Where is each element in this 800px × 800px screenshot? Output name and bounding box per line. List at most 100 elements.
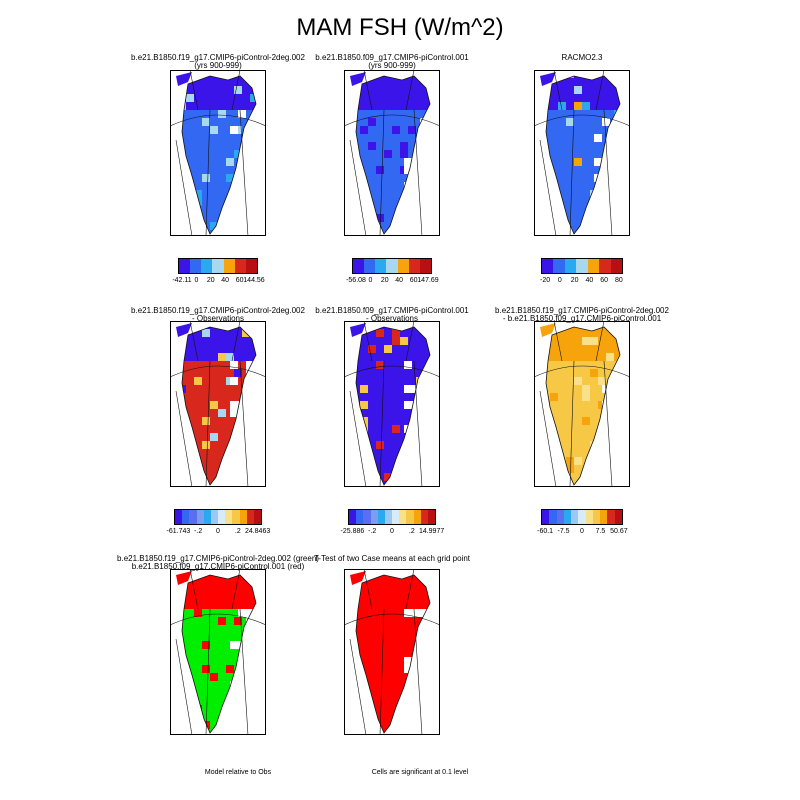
- map-relative: [170, 569, 266, 735]
- panel-title-case1: b.e21.B1850.f19_g17.CMIP6-piControl-2deg…: [58, 54, 378, 70]
- colorbar-swatch: [408, 259, 420, 273]
- colorbar-diffcase: [541, 509, 623, 525]
- map-plot-case1: [170, 70, 266, 236]
- colorbar-tick-label: 24.8463: [244, 528, 271, 535]
- panel-title-case2: b.e21.B1850.f09_g17.CMIP6-piControl.001(…: [232, 54, 552, 70]
- colorbar-tick-label: 80: [614, 277, 623, 284]
- colorbar-tick-label: 40: [395, 277, 404, 284]
- colorbar-swatch: [212, 259, 224, 273]
- colorbar-swatch: [406, 510, 414, 524]
- figure-title: MAM FSH (W/m^2): [296, 14, 504, 41]
- panel-title-diff1: b.e21.B1850.f19_g17.CMIP6-piControl-2deg…: [58, 307, 378, 323]
- colorbar-tick-label: .2: [408, 528, 415, 535]
- map-case2: [344, 70, 440, 236]
- colorbar-diff1: [174, 509, 262, 525]
- colorbar-case2: [352, 258, 432, 274]
- colorbar-tick-label: -56.08: [346, 277, 366, 284]
- panel-title-line2: (yrs 900-999): [368, 61, 416, 70]
- colorbar-tick-label: 40: [585, 277, 594, 284]
- map-plot-diff1: [170, 321, 266, 487]
- colorbar-tick-label: 144.56: [243, 277, 265, 284]
- panel-title-line1: b.e21.B1850.f09_g17.CMIP6-piControl.001: [315, 306, 469, 315]
- colorbar-swatch: [392, 510, 400, 524]
- colorbar-tick-label: 60: [600, 277, 609, 284]
- map-diff1: [170, 321, 266, 487]
- colorbar-tick-label: 7.5: [595, 528, 606, 535]
- colorbar-tick-label: 20: [206, 277, 215, 284]
- colorbar-swatch: [234, 259, 246, 273]
- colorbar-swatch: [419, 259, 431, 273]
- panel-title-line1: b.e21.B1850.f19_g17.CMIP6-piControl-2deg…: [131, 306, 305, 315]
- colorbar-tick-label: 0: [390, 528, 394, 535]
- panel-title-line1: b.e21.B1850.f09_g17.CMIP6-piControl.001: [315, 53, 469, 62]
- colorbar-swatch: [245, 259, 257, 273]
- colorbar-swatch: [377, 510, 385, 524]
- colorbar-tick-label: 20: [380, 277, 389, 284]
- panel-title-line2: - Observations: [365, 314, 419, 323]
- colorbar-swatch: [232, 510, 240, 524]
- colorbar-swatch: [375, 259, 387, 273]
- colorbar-tick-label: -7.5: [557, 528, 570, 535]
- panel-note-ttest: Cells are significant at 0.1 level: [371, 769, 469, 776]
- panel-title-diff2: b.e21.B1850.f09_g17.CMIP6-piControl.001-…: [232, 307, 552, 323]
- panel-title-line2: b.e21.B1850.f09_g17.CMIP6-piControl.001 …: [131, 562, 305, 571]
- map-plot-relative: [170, 569, 266, 735]
- colorbar-swatch: [370, 510, 378, 524]
- colorbar-diff2: [348, 509, 436, 525]
- map-plot-diff2: [344, 321, 440, 487]
- map-diffcase: [534, 321, 630, 487]
- colorbar-swatch: [190, 259, 202, 273]
- colorbar-swatch: [427, 510, 436, 524]
- colorbar-swatch: [399, 510, 407, 524]
- colorbar-swatch: [182, 510, 190, 524]
- colorbar-tick-label: 147.69: [417, 277, 439, 284]
- colorbar-swatch: [386, 259, 398, 273]
- colorbar-obs: [541, 258, 623, 274]
- colorbar-tick-label: -61.743: [166, 528, 191, 535]
- colorbar-tick-label: 40: [221, 277, 230, 284]
- colorbar-swatch: [175, 510, 183, 524]
- map-plot-obs: [534, 70, 630, 236]
- colorbar-tick-label: 20: [570, 277, 579, 284]
- panel-title-ttest: T-Test of two Case means at each grid po…: [232, 555, 552, 563]
- colorbar-swatch: [614, 510, 622, 524]
- colorbar-swatch: [189, 510, 197, 524]
- colorbar-swatch: [253, 510, 262, 524]
- colorbar-tick-label: -.2: [368, 528, 377, 535]
- colorbar-swatch: [223, 259, 235, 273]
- colorbar-swatch: [542, 510, 550, 524]
- colorbar-swatch: [356, 510, 364, 524]
- colorbar-tick-label: 60: [235, 277, 244, 284]
- panel-title-line2: - b.e21.B1850.f09_g17.CMIP6-piControl.00…: [502, 314, 662, 323]
- colorbar-swatch: [203, 510, 211, 524]
- colorbar-tick-label: 50.67: [610, 528, 628, 535]
- panel-title-line2: (yrs 900-999): [194, 61, 242, 70]
- colorbar-swatch: [364, 259, 376, 273]
- colorbar-swatch: [246, 510, 254, 524]
- map-plot-diffcase: [534, 321, 630, 487]
- colorbar-swatch: [349, 510, 357, 524]
- colorbar-swatch: [201, 259, 213, 273]
- panel-title-line1: T-Test of two Case means at each grid po…: [313, 554, 471, 563]
- colorbar-swatch: [420, 510, 428, 524]
- colorbar-tick-label: -25.886: [340, 528, 365, 535]
- colorbar-swatch: [585, 510, 593, 524]
- colorbar-swatch: [610, 259, 622, 273]
- colorbar-tick-label: 0: [216, 528, 220, 535]
- colorbar-tick-label: 0: [580, 528, 584, 535]
- map-plot-ttest: [344, 569, 440, 735]
- colorbar-tick-label: -.2: [194, 528, 203, 535]
- colorbar-tick-label: 0: [557, 277, 562, 284]
- colorbar-swatch: [353, 259, 365, 273]
- panel-note-relative: Model relative to Obs: [204, 769, 272, 776]
- colorbar-swatch: [556, 510, 564, 524]
- map-case1: [170, 70, 266, 236]
- colorbar-swatch: [239, 510, 247, 524]
- panel-title-line1: RACMO2.3: [561, 53, 603, 62]
- map-ttest: [344, 569, 440, 735]
- colorbar-swatch: [599, 259, 611, 273]
- colorbar-tick-label: 0: [194, 277, 199, 284]
- panel-title-obs: RACMO2.3: [422, 54, 742, 62]
- map-plot-case2: [344, 70, 440, 236]
- colorbar-swatch: [587, 259, 600, 273]
